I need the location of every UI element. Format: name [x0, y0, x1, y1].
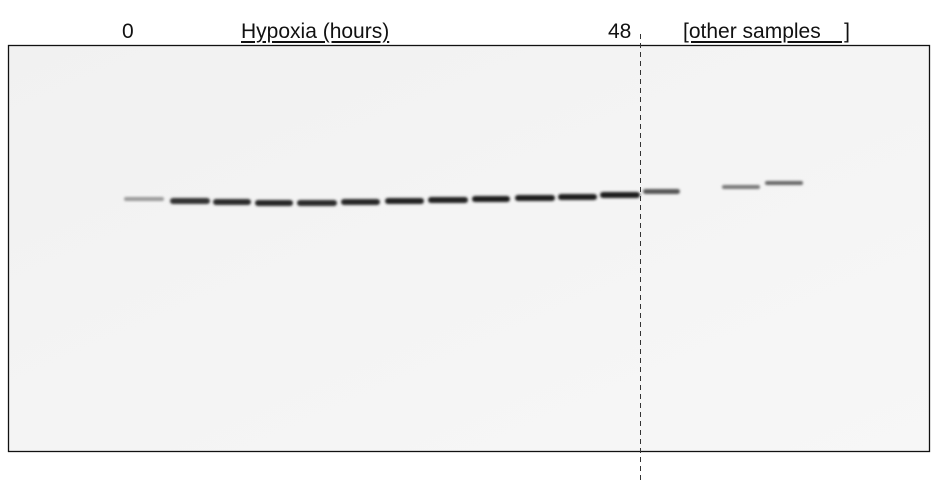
title-label: Hypoxia (hours) [241, 19, 389, 45]
other-label: [other samples ] [683, 19, 850, 45]
figure: {"labels": {"start": "0", "title": "Hypo… [0, 0, 934, 480]
end-label: 48 [608, 19, 631, 45]
blot [0, 0, 934, 480]
membrane [9, 46, 930, 452]
start-label: 0 [122, 19, 134, 45]
